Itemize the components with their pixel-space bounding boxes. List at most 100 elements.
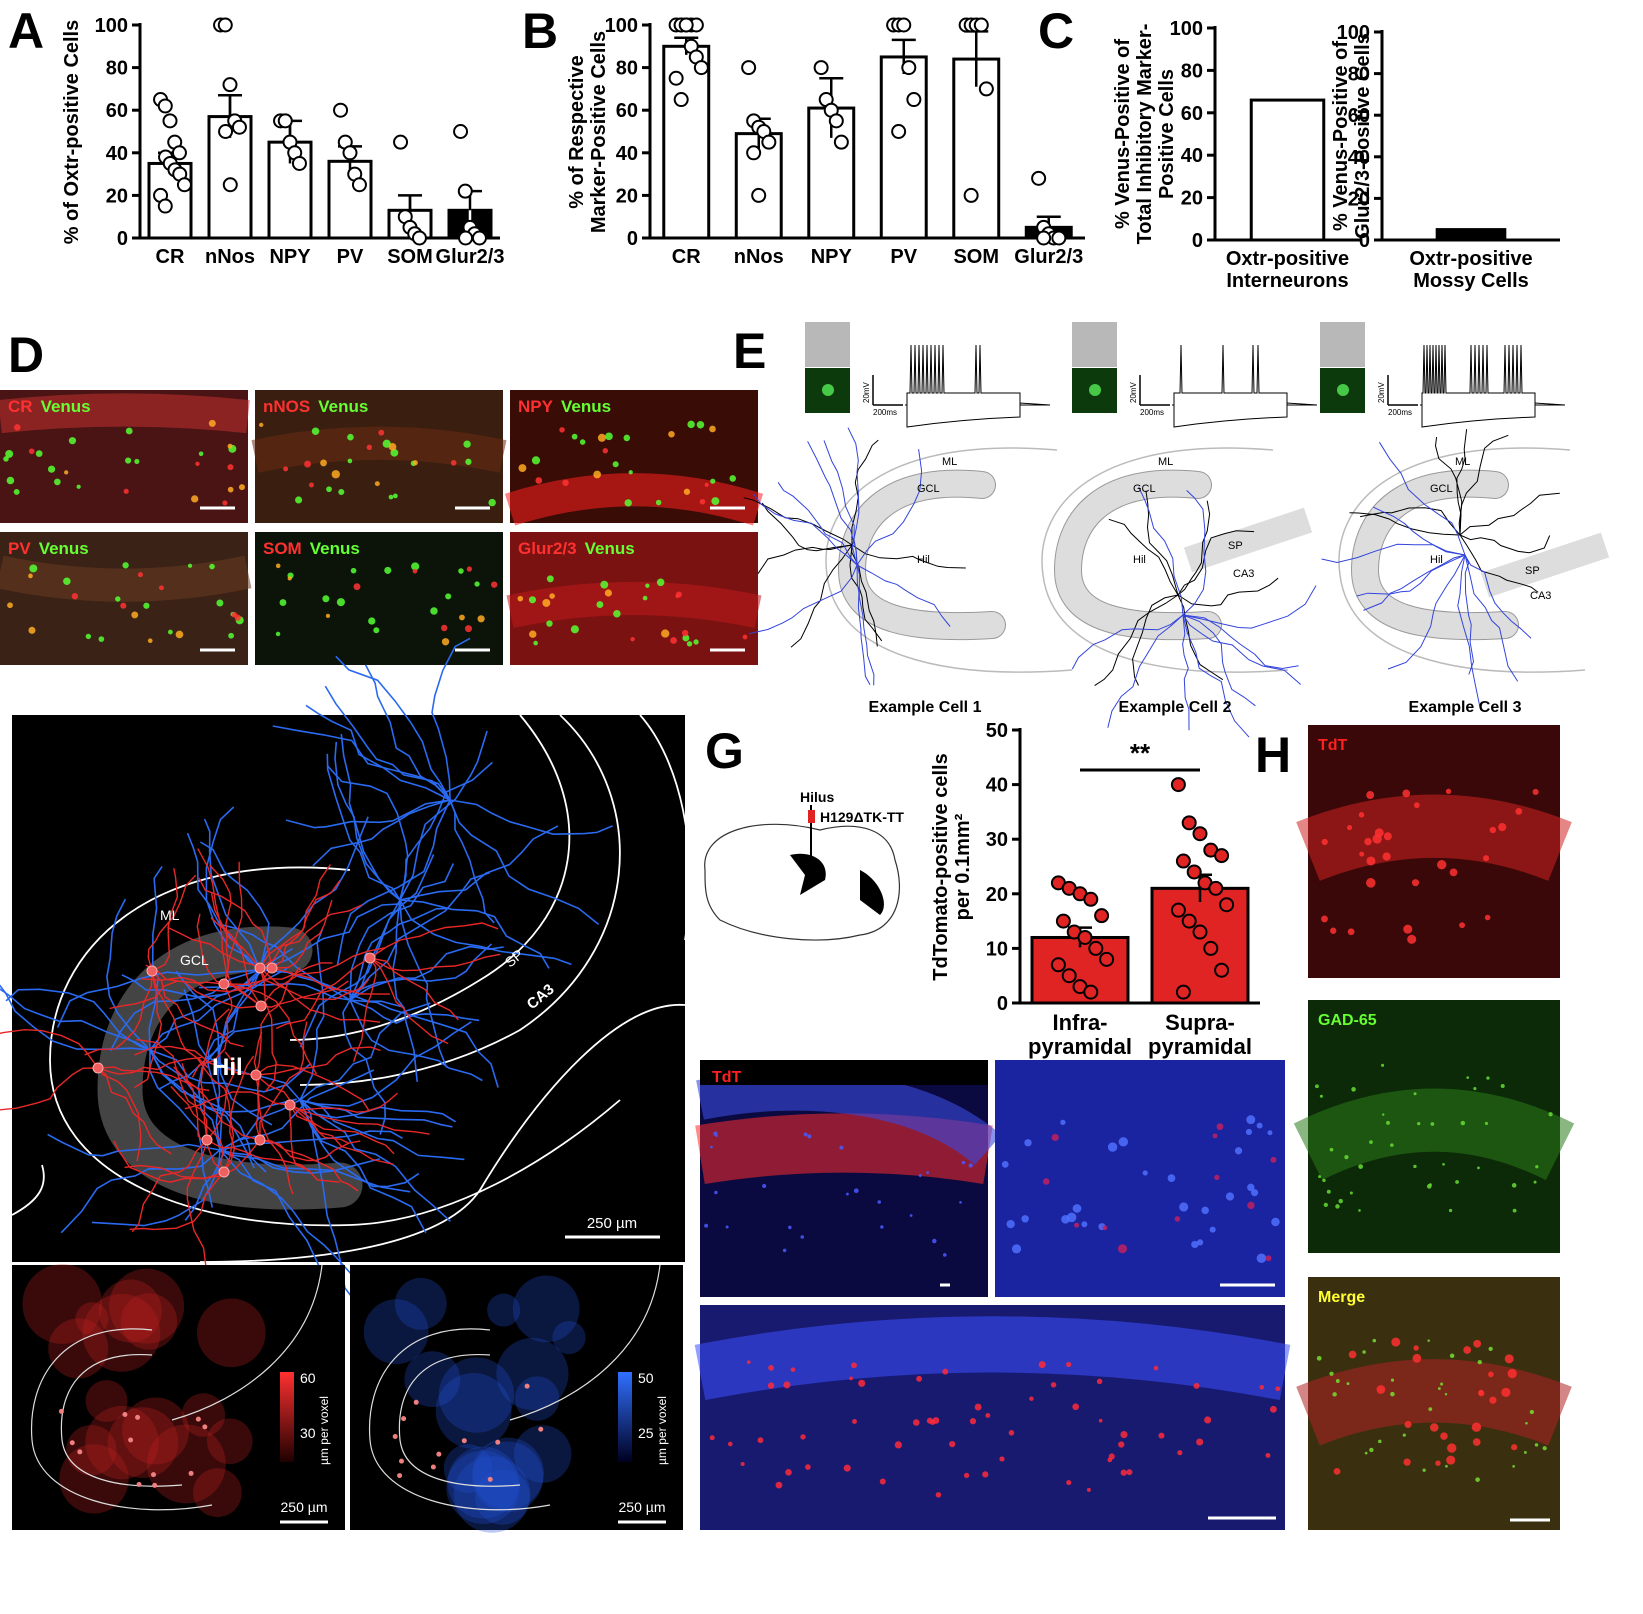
cell-body [942,1253,947,1257]
cell-body [1193,1382,1200,1389]
cell-body [851,1362,857,1369]
neurite [196,913,262,1007]
y-tick-label: 20 [616,185,638,207]
cell-body [1265,1255,1272,1262]
cell-body [1489,1396,1497,1404]
cell-body [800,1235,805,1239]
gcl [838,470,1005,640]
cell-body [559,427,565,433]
cell-body [1174,1216,1181,1222]
cell-body [1440,1382,1444,1386]
cell-body [597,433,606,442]
cell-body [1107,1457,1113,1463]
density-blob [98,1279,162,1343]
cerebellum-sketch [860,870,884,915]
brain-section [696,1070,1002,1166]
cell-body [338,489,345,496]
neurite [399,899,448,1068]
reporter-label: Venus [41,397,91,416]
neurite [349,999,480,1024]
cell-body [1402,1433,1406,1437]
soma [487,1476,493,1482]
density-blob [66,1424,117,1476]
cell-body [1417,1121,1421,1126]
cell-body [604,589,612,597]
neurite [1458,434,1509,536]
soma [461,1438,467,1444]
neurite [147,874,197,972]
cell-body [775,1481,783,1489]
data-point [1051,230,1067,246]
region-label: Hil [917,554,930,566]
soma [254,962,266,974]
neurite [109,980,225,1010]
cell-body [693,639,699,645]
cell-body [1435,1460,1441,1466]
cell-body [3,456,9,462]
cell-body [1096,1378,1103,1385]
cell-body [757,1437,764,1444]
neurite [259,904,363,969]
y-tick-label: 60 [1348,105,1370,127]
pia-bg [700,1060,988,1085]
data-point [1031,170,1047,186]
cell-body [546,575,554,583]
voltage-trace [1421,402,1566,428]
data-point [393,134,409,150]
density-blob [75,1302,109,1336]
neurite [849,544,883,642]
cell-body [740,1461,745,1467]
cell-body [347,433,354,441]
x-tick-label: Infra- pyramidal [1028,1010,1132,1060]
soma [136,1481,142,1487]
cell-body [491,581,498,588]
marker-label: PV [8,539,31,558]
neurite [431,637,471,801]
neurite [203,818,261,971]
data-point [828,113,844,129]
cell-body [378,429,385,436]
neurite [1182,490,1207,616]
cell-body [1437,860,1447,870]
neurite [210,917,262,1007]
neurite [336,799,451,965]
cell-body [768,1365,774,1371]
neurite [334,741,401,901]
cell-body [529,630,537,638]
cell-caption: Example Cell 2 [1119,699,1232,716]
cell-body [445,593,452,600]
cell-body [167,629,173,635]
neurite [1387,554,1466,670]
cell-body [1498,823,1507,832]
cell-body [228,632,234,639]
soma [122,1412,128,1418]
cell-body [64,470,69,475]
neurite [1456,429,1468,536]
cell-body [682,634,690,642]
neurite [1145,490,1179,596]
cell-body [1265,1452,1271,1458]
neurite [392,899,418,1082]
cell-body [1321,838,1328,846]
data-point [678,17,694,33]
cell-body [1351,1087,1356,1092]
sp-band [1480,532,1610,598]
neurite [1459,534,1539,593]
cell-body [1216,1123,1224,1131]
cell-body [1322,1178,1326,1183]
cell-body [681,629,689,637]
density-blob [120,1293,178,1350]
cell-body [533,640,538,646]
cell-body [1403,1458,1411,1466]
cell-body [1445,1464,1448,1468]
neurite [149,1049,297,1113]
data-point [1061,968,1077,984]
density-blob [22,1264,103,1344]
cell-body [1247,1201,1255,1210]
cell-body [1501,1387,1511,1397]
y-tick-label: 0 [997,993,1008,1015]
reporter-label: Venus [561,397,611,416]
cell-body [600,580,609,589]
cell-body [785,1469,792,1476]
neurite [1363,554,1466,611]
